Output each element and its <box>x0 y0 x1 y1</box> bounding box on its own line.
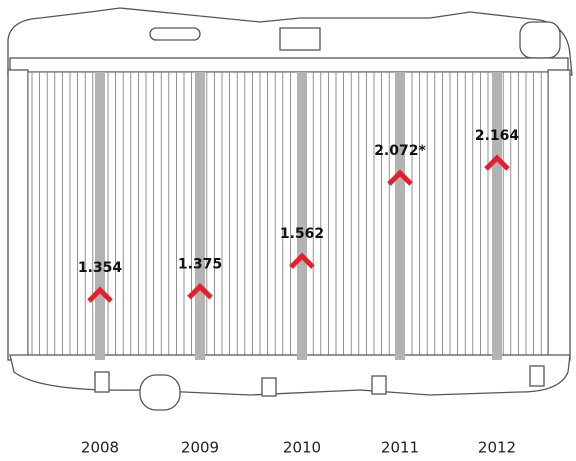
chevron-marker <box>289 252 315 269</box>
x-tick-label: 2012 <box>478 439 516 457</box>
x-tick-label: 2010 <box>283 439 321 457</box>
x-tick-label: 2008 <box>81 439 119 457</box>
highlight-column <box>492 72 502 360</box>
value-label: 2.072* <box>374 143 426 159</box>
x-tick-label: 2009 <box>181 439 219 457</box>
radiator <box>7 7 573 411</box>
x-tick-label: 2011 <box>381 439 419 457</box>
value-label: 1.562 <box>280 226 324 242</box>
highlight-column <box>395 72 405 360</box>
value-label: 1.375 <box>178 257 222 273</box>
chevron-marker <box>484 154 510 171</box>
value-label: 2.164 <box>475 128 520 144</box>
highlight-column <box>95 72 105 360</box>
value-label: 1.354 <box>78 260 123 276</box>
chevron-marker <box>187 283 213 300</box>
chevron-marker <box>387 169 413 186</box>
highlight-column <box>195 72 205 360</box>
highlight-column <box>297 72 307 360</box>
chevron-marker <box>87 286 113 303</box>
